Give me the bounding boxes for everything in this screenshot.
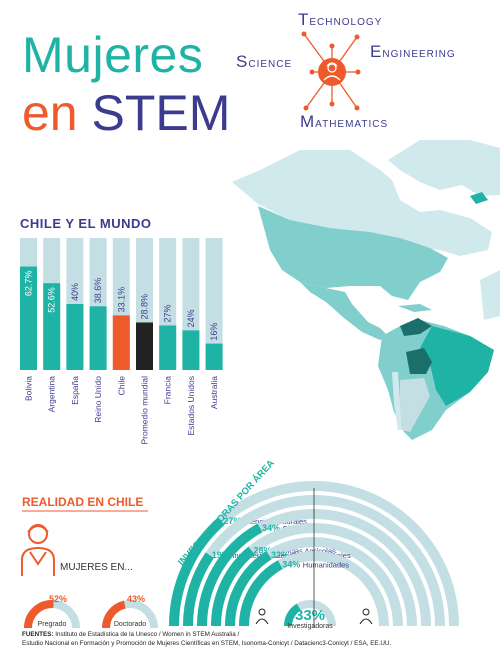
map-canada — [232, 150, 492, 256]
gauge-label-1: Doctorado — [114, 621, 146, 628]
gauge-label-2: Investigadoras — [287, 623, 333, 630]
stem-wheel-diagram — [301, 31, 361, 111]
stem-mathematics: MATHEMATICS — [300, 112, 389, 131]
bar-0 — [20, 266, 37, 370]
woman-icon — [21, 524, 55, 576]
stem-science: SCIENCE — [236, 52, 293, 71]
bar-6 — [159, 325, 177, 370]
bar-5 — [136, 322, 153, 370]
gauge-value-2: 33% — [295, 607, 325, 624]
area-label-5: 34% Humanidades — [282, 560, 349, 570]
bar-8 — [205, 343, 223, 370]
bar-value-label-1: 52.6% — [47, 287, 57, 313]
bar-4 — [112, 315, 130, 370]
title-stem: STEM — [91, 85, 231, 141]
bar-7 — [182, 330, 200, 370]
map-argentina — [400, 378, 430, 432]
gauge-value-1: 43% — [127, 594, 145, 604]
chile-mundo-title: CHILE Y EL MUNDO — [20, 216, 152, 231]
map-mexico — [300, 282, 388, 340]
bar-bg-8 — [205, 238, 223, 370]
gauge-fill-2 — [284, 603, 302, 627]
bar-value-label-5: 28.8% — [140, 294, 150, 320]
realidad-title: REALIDAD EN CHILE — [22, 495, 144, 509]
bar-value-label-2: 40% — [70, 283, 80, 301]
footer-line2: Estudio Nacional en Formación y Promoció… — [22, 640, 392, 647]
map-iceland — [470, 192, 488, 204]
footer-label: FUENTES: — [22, 631, 54, 638]
bar-category-label-2: España — [70, 376, 80, 405]
map-greenland — [388, 140, 500, 196]
footer-sources: FUENTES: Instituto de Estadística de la … — [22, 630, 492, 648]
bar-2 — [66, 304, 84, 370]
woman-scientist-icon — [323, 62, 341, 81]
bar-value-label-3: 38.6% — [93, 278, 103, 304]
bar-value-label-0: 62.7% — [24, 271, 34, 297]
area-fill-3 — [211, 546, 255, 627]
map-chile — [392, 372, 402, 430]
gauge-value-0: 52% — [49, 594, 67, 604]
bar-category-label-4: Chile — [116, 376, 126, 396]
title-en: en — [22, 85, 78, 141]
area-fill-1 — [183, 552, 214, 627]
person-icon-left — [255, 608, 269, 625]
footer-line1: Instituto de Estadística de la Unesco / … — [55, 631, 240, 638]
bar-value-label-4: 33.1% — [116, 287, 126, 313]
gauge-fill-1 — [102, 600, 126, 629]
bar-1 — [43, 283, 61, 370]
gauge-label-0: Pregrado — [38, 621, 67, 628]
bar-value-label-6: 27% — [163, 304, 173, 322]
map-usa — [258, 206, 448, 300]
page-subtitle: en STEM — [22, 84, 230, 142]
mujeres-en-label: MUJERES EN... — [60, 562, 133, 573]
stem-technology: TECHNOLOGY — [298, 10, 383, 29]
bar-category-label-1: Argentina — [47, 376, 57, 413]
area-fill-2 — [197, 523, 263, 627]
bar-category-label-8: Australia — [209, 376, 219, 409]
area-fill-0 — [169, 517, 225, 627]
area-fill-4 — [225, 550, 272, 627]
bar-category-label-0: Bolivia — [24, 376, 34, 401]
stem-engineering: ENGINEERING — [370, 42, 456, 61]
bar-category-label-6: Francia — [163, 376, 173, 405]
map-bolivia — [406, 348, 432, 374]
area-label-3: 28% Ciencias Agrícolas — [254, 545, 336, 555]
bar-category-label-3: Reino Unido — [93, 376, 103, 423]
bar-category-label-7: Estados Unidos — [186, 376, 196, 436]
bar-value-label-7: 24% — [186, 309, 196, 327]
gauge-fill-0 — [24, 600, 54, 629]
area-fill-5 — [239, 560, 283, 627]
page-title: Mujeres — [22, 27, 204, 83]
bar-category-label-5: Promedio mundial — [140, 376, 150, 445]
bar-value-label-8: 16% — [209, 323, 219, 341]
bar-3 — [89, 306, 107, 370]
person-icon-right — [359, 608, 373, 625]
